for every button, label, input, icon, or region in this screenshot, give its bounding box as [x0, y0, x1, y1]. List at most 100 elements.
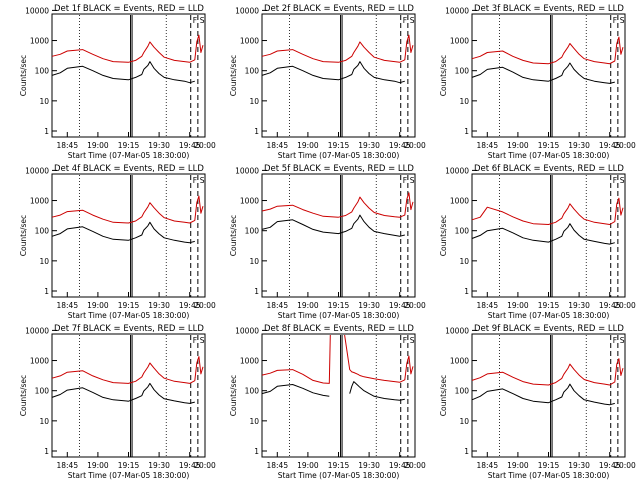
- x-tick-label: 19:15: [118, 461, 140, 470]
- lld-series-line: [51, 356, 204, 384]
- y-tick-label: 100: [455, 67, 470, 76]
- chart-title: Det 2f BLACK = Events, RED = LLD: [264, 4, 414, 14]
- y-tick-label: 10000: [445, 6, 469, 15]
- chart-panel-8: Det 8f BLACK = Events, RED = LLD 1 10 100 10…: [229, 324, 426, 480]
- lld-series-line: [471, 358, 624, 386]
- y-tick-label: 1000: [30, 197, 49, 206]
- lld-series-line: [51, 34, 204, 63]
- lld-series-line: [261, 334, 414, 384]
- y-axis-label: Counts/sec: [229, 55, 238, 96]
- chart-title: Det 4f BLACK = Events, RED = LLD: [54, 164, 204, 174]
- y-tick-label: 1000: [30, 357, 49, 366]
- events-series-line: [471, 383, 615, 406]
- y-axis-label: Counts/sec: [19, 215, 28, 256]
- plot-frame: [261, 173, 416, 298]
- x-tick-label: 20:00: [194, 461, 216, 470]
- x-tick-label: 18:45: [476, 461, 498, 470]
- x-tick-label: 19:30: [148, 301, 170, 310]
- y-tick-label: 1: [44, 287, 49, 296]
- x-tick-label: 20:00: [614, 141, 636, 150]
- y-tick-label: 10: [39, 417, 49, 426]
- x-tick-label: 19:30: [358, 461, 380, 470]
- y-tick-label: 10000: [445, 166, 469, 175]
- y-axis-label: Counts/sec: [439, 55, 448, 96]
- x-tick-label: 19:30: [568, 461, 590, 470]
- x-tick-label: 19:00: [87, 141, 109, 150]
- chart-panel-2: Det 2f BLACK = Events, RED = LLD 1 10 100 10…: [229, 4, 426, 160]
- events-series-line: [51, 382, 195, 404]
- x-tick-label: 19:00: [87, 461, 109, 470]
- plot-frame: [261, 13, 416, 138]
- x-tick-label: 19:15: [328, 141, 350, 150]
- y-tick-label: 10: [39, 257, 49, 266]
- flag-label: S: [200, 176, 205, 185]
- y-tick-label: 1: [254, 447, 259, 456]
- y-tick-label: 10000: [25, 166, 49, 175]
- flag-label: F: [403, 16, 407, 25]
- flag-label: S: [620, 336, 625, 345]
- x-tick-label: 19:15: [118, 141, 140, 150]
- y-tick-label: 10000: [445, 326, 469, 335]
- x-tick-label: 19:00: [507, 301, 529, 310]
- flag-label: S: [200, 16, 205, 25]
- y-tick-label: 10: [249, 97, 259, 106]
- x-axis-label: Start Time (07-Mar-05 18:30:00): [278, 151, 400, 160]
- y-axis-label: Counts/sec: [229, 375, 238, 416]
- x-tick-label: 20:00: [404, 301, 426, 310]
- x-tick-label: 19:30: [358, 301, 380, 310]
- x-tick-label: 18:45: [476, 141, 498, 150]
- y-tick-label: 10: [249, 417, 259, 426]
- x-axis-label: Start Time (07-Mar-05 18:30:00): [68, 471, 190, 480]
- flag-label: F: [403, 176, 407, 185]
- x-tick-label: 19:45: [179, 461, 201, 470]
- y-tick-label: 1000: [450, 357, 469, 366]
- x-tick-label: 19:45: [599, 461, 621, 470]
- x-tick-label: 19:45: [389, 141, 411, 150]
- flag-label: F: [613, 16, 617, 25]
- x-tick-label: 19:15: [538, 141, 560, 150]
- y-tick-label: 10000: [25, 326, 49, 335]
- y-tick-label: 1000: [240, 197, 259, 206]
- chart-panel-4: Det 4f BLACK = Events, RED = LLD 1 10 100 10…: [19, 164, 216, 320]
- x-tick-label: 18:45: [56, 141, 78, 150]
- flag-label: F: [613, 176, 617, 185]
- plot-frame: [471, 13, 626, 138]
- x-tick-label: 18:45: [266, 461, 288, 470]
- x-axis-label: Start Time (07-Mar-05 18:30:00): [278, 311, 400, 320]
- x-tick-label: 20:00: [404, 461, 426, 470]
- flag-label: S: [410, 16, 415, 25]
- chart-title: Det 5f BLACK = Events, RED = LLD: [264, 164, 414, 174]
- y-tick-label: 1: [44, 447, 49, 456]
- y-tick-label: 1: [254, 287, 259, 296]
- flag-label: F: [193, 336, 197, 345]
- y-tick-label: 10000: [25, 6, 49, 15]
- flag-label: F: [403, 336, 407, 345]
- x-tick-label: 19:00: [507, 141, 529, 150]
- x-tick-label: 20:00: [194, 301, 216, 310]
- plot-frame: [471, 173, 626, 298]
- chart-title: Det 6f BLACK = Events, RED = LLD: [474, 164, 624, 174]
- flag-label: S: [620, 176, 625, 185]
- plot-frame: [51, 173, 206, 298]
- plot-frame: [261, 333, 416, 458]
- x-tick-label: 19:00: [297, 301, 319, 310]
- chart-panel-6: Det 6f BLACK = Events, RED = LLD 1 10 100 10…: [439, 164, 636, 320]
- y-axis-label: Counts/sec: [439, 215, 448, 256]
- y-tick-label: 10: [249, 257, 259, 266]
- flag-label: S: [200, 336, 205, 345]
- y-tick-label: 1: [464, 287, 469, 296]
- x-tick-label: 20:00: [614, 301, 636, 310]
- events-series-line: [261, 381, 405, 401]
- y-tick-label: 1000: [30, 37, 49, 46]
- chart-title: Det 1f BLACK = Events, RED = LLD: [54, 4, 204, 14]
- chart-title: Det 8f BLACK = Events, RED = LLD: [264, 324, 414, 334]
- flag-label: S: [410, 336, 415, 345]
- x-tick-label: 19:15: [118, 301, 140, 310]
- y-tick-label: 100: [35, 227, 50, 236]
- y-tick-label: 10000: [235, 6, 259, 15]
- y-tick-label: 10000: [235, 166, 259, 175]
- y-tick-label: 1000: [240, 357, 259, 366]
- lld-series-line: [261, 192, 414, 218]
- lld-series-line: [51, 195, 204, 224]
